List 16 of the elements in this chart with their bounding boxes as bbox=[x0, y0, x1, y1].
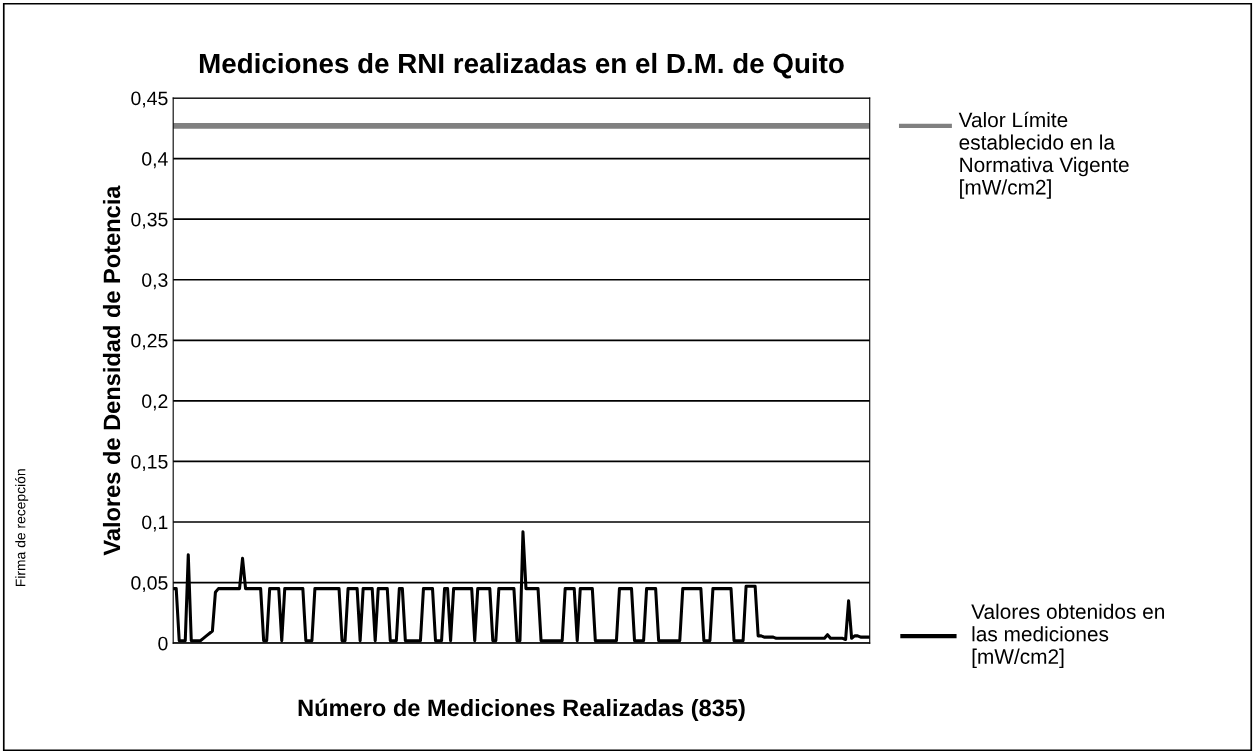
y-tick-label: 0,45 bbox=[131, 91, 168, 108]
y-tick-label: 0 bbox=[158, 636, 168, 651]
y-axis-title: Valores de Densidad de Potencia bbox=[102, 185, 121, 556]
text: Firma de recepción bbox=[15, 469, 29, 587]
chart-title: Mediciones de RNI realizadas en el D.M. de Quito bbox=[199, 52, 844, 79]
y-tick-label: 0,3 bbox=[142, 273, 168, 290]
y-tick-label: 0,35 bbox=[131, 212, 168, 229]
y-tick-label: 0,4 bbox=[142, 152, 168, 169]
y-tick-label: 0,15 bbox=[131, 454, 168, 471]
legend-label: Valor Límite establecido en la Normativa Vigente [mW/cm2] bbox=[958, 111, 1129, 199]
y-tick-label: 0,25 bbox=[131, 333, 168, 350]
x-axis-title: Número de Mediciones Realizadas (835) bbox=[298, 698, 745, 721]
y-tick-label: 0,1 bbox=[142, 515, 168, 532]
legend-label: Valores obtenidos en las mediciones [mW/cm2] bbox=[971, 603, 1164, 669]
y-tick-label: 0,05 bbox=[131, 576, 168, 593]
y-tick-label: 0,2 bbox=[142, 394, 168, 411]
